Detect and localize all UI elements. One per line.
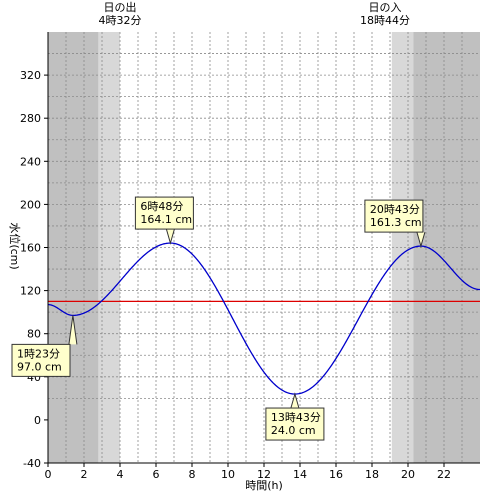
y-tick-label: 320 [20, 69, 41, 82]
callout-value-label: 97.0 cm [17, 360, 62, 373]
x-tick-label: 10 [221, 468, 235, 481]
tide-line [47, 242, 481, 395]
x-tick-label: 6 [153, 468, 160, 481]
sunrise-label: 日の出 [104, 0, 137, 14]
shading-band [413, 32, 480, 463]
callout-time-label: 13時43分 [271, 411, 321, 424]
x-tick-label: 8 [189, 468, 196, 481]
callout-time-label: 20時43分 [370, 203, 420, 216]
x-tick-label: 16 [329, 468, 343, 481]
callout-box [11, 343, 71, 377]
callout-pointer [165, 228, 175, 245]
y-tick-label: 80 [27, 328, 41, 341]
y-tick-label: 160 [20, 242, 41, 255]
grid [48, 32, 480, 463]
callout-time-label: 6時48分 [140, 200, 183, 213]
callout-value-label: 164.1 cm [140, 213, 192, 226]
callout-time-label: 1時23分 [17, 347, 60, 360]
y-tick-label: -40 [23, 457, 41, 470]
x-tick-label: 12 [257, 468, 271, 481]
y-axis-title: 水位(cm) [8, 222, 22, 269]
x-tick-label: 4 [117, 468, 124, 481]
callout-value-label: 161.3 cm [370, 216, 422, 229]
y-tick-label: 240 [20, 155, 41, 168]
x-tick-label: 18 [365, 468, 379, 481]
callout-box [364, 199, 424, 233]
sunrise-time-label: 4時32分 [99, 14, 142, 27]
sunset-label: 日の入 [369, 1, 402, 14]
x-tick-label: 22 [437, 468, 451, 481]
y-tick-label: 200 [20, 198, 41, 211]
callout-value-label: 24.0 cm [271, 424, 316, 437]
callout-pointer [68, 315, 78, 345]
y-tick-label: 120 [20, 285, 41, 298]
x-tick-label: 2 [81, 468, 88, 481]
y-tick-label: 280 [20, 112, 41, 125]
x-tick-label: 0 [45, 468, 52, 481]
callout-box [265, 407, 325, 441]
callout-pointer [290, 392, 300, 409]
shading-band [391, 32, 414, 463]
x-tick-label: 14 [293, 468, 307, 481]
callout-box [134, 196, 194, 230]
series-layer [47, 242, 481, 395]
x-axis-title: 時間(h) [245, 479, 283, 492]
sunset-time-label: 18時44分 [360, 14, 410, 27]
x-tick-label: 20 [401, 468, 415, 481]
y-tick-label: 0 [34, 414, 41, 427]
callout-pointer [416, 231, 426, 248]
